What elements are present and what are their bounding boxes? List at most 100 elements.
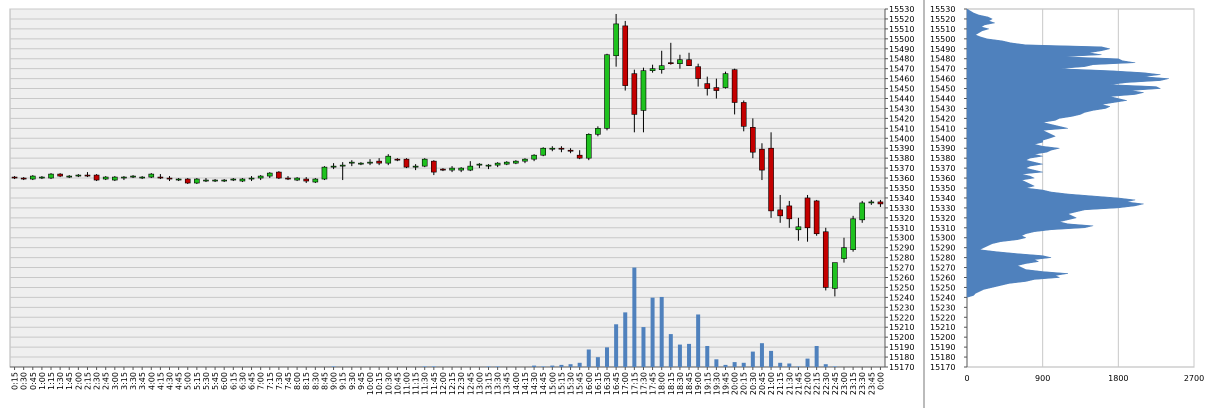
candle-body-up bbox=[458, 167, 464, 171]
candle-body-up bbox=[330, 165, 337, 168]
profile-y-tick-label: 15210 bbox=[930, 323, 955, 332]
main-x-tick-label: 7:00 bbox=[257, 372, 266, 390]
main-x-tick-label: 8:00 bbox=[293, 372, 302, 390]
main-y-tick-label: 15340 bbox=[889, 194, 914, 203]
main-x-tick-label: 16:45 bbox=[612, 372, 621, 395]
candle-body-down bbox=[184, 178, 191, 184]
candle-body-down bbox=[431, 160, 437, 173]
main-x-tick-label: 20:00 bbox=[731, 372, 740, 395]
main-x-tick-label: 23:30 bbox=[858, 372, 867, 395]
candle-body-up bbox=[121, 176, 127, 179]
main-y-tick-label: 15290 bbox=[889, 244, 914, 253]
main-x-tick-label: 1:45 bbox=[65, 372, 74, 390]
main-x-tick-label: 11:15 bbox=[412, 372, 421, 395]
main-x-tick-label: 22:15 bbox=[813, 372, 822, 395]
candle-body-up bbox=[175, 178, 182, 181]
candle-body-up bbox=[540, 147, 547, 156]
candle-body-down bbox=[84, 174, 91, 177]
main-y-tick-label: 15330 bbox=[889, 204, 914, 213]
main-y-tick-label: 15200 bbox=[889, 333, 914, 342]
candle-body-up bbox=[531, 154, 537, 160]
main-x-tick-label: 2:45 bbox=[102, 372, 111, 390]
main-y-tick-label: 15230 bbox=[889, 303, 914, 312]
main-x-tick-label: 2:30 bbox=[93, 372, 102, 390]
candle-body-down bbox=[20, 177, 27, 180]
main-y-tick-label: 15390 bbox=[889, 144, 914, 153]
main-y-tick-label: 15260 bbox=[889, 274, 914, 283]
main-x-tick-label: 18:30 bbox=[676, 372, 685, 395]
candle-body-down bbox=[157, 176, 164, 179]
profile-x-tick-label: 0 bbox=[964, 374, 969, 383]
main-y-tick-label: 15460 bbox=[889, 75, 914, 84]
candle-body-up bbox=[595, 128, 601, 135]
main-x-tick-label: 18:15 bbox=[667, 372, 676, 395]
candle-body-up bbox=[29, 175, 36, 180]
main-x-tick-label: 0:30 bbox=[20, 372, 29, 390]
candle-body-up bbox=[312, 178, 319, 183]
candle-body-up bbox=[358, 162, 364, 165]
profile-y-tick-label: 15300 bbox=[930, 234, 955, 243]
main-x-tick-label: 4:30 bbox=[166, 372, 175, 390]
main-x-tick-label: 14:15 bbox=[521, 372, 530, 395]
main-x-tick-label: 21:45 bbox=[794, 372, 803, 395]
profile-y-tick-label: 15420 bbox=[930, 114, 955, 123]
candle-body-down bbox=[731, 69, 738, 103]
main-x-tick-label: 21:15 bbox=[776, 372, 785, 395]
profile-y-tick-label: 15180 bbox=[930, 353, 955, 362]
candle-body-down bbox=[57, 173, 63, 177]
main-x-tick-label: 22:30 bbox=[822, 372, 831, 395]
volume-bar bbox=[814, 345, 819, 367]
volume-bar bbox=[331, 366, 336, 367]
profile-y-tick-label: 15520 bbox=[930, 15, 955, 24]
main-x-tick-label: 11:30 bbox=[421, 372, 430, 395]
main-x-tick-label: 4:00 bbox=[147, 372, 156, 390]
main-y-tick-label: 15410 bbox=[889, 124, 914, 133]
volume-bar bbox=[559, 364, 564, 367]
volume-bar bbox=[787, 363, 792, 367]
main-x-tick-label: 5:15 bbox=[193, 372, 202, 390]
volume-bar bbox=[422, 366, 427, 367]
candle-body-up bbox=[485, 164, 492, 167]
main-x-tick-label: 15:45 bbox=[576, 372, 585, 395]
candle-body-up bbox=[367, 161, 373, 164]
profile-y-tick-label: 15400 bbox=[930, 134, 955, 143]
volume-bar bbox=[659, 296, 664, 367]
main-x-tick-label: 18:45 bbox=[685, 372, 694, 395]
candle-body-down bbox=[877, 201, 884, 205]
main-x-tick-label: 16:00 bbox=[585, 372, 594, 395]
volume-bar bbox=[796, 366, 801, 367]
main-x-tick-label: 6:30 bbox=[238, 372, 247, 390]
volume-bar bbox=[832, 366, 837, 367]
profile-y-tick-label: 15330 bbox=[930, 204, 955, 213]
main-x-tick-label: 7:45 bbox=[284, 372, 293, 390]
main-x-tick-label: 17:45 bbox=[649, 372, 658, 395]
profile-y-tick-label: 15250 bbox=[930, 283, 955, 292]
candle-body-down bbox=[695, 66, 701, 79]
main-y-tick-label: 15490 bbox=[889, 45, 914, 54]
profile-x-tick-label: 2700 bbox=[1184, 374, 1204, 383]
main-x-tick-label: 19:45 bbox=[721, 372, 730, 395]
profile-y-tick-label: 15430 bbox=[930, 104, 955, 113]
main-y-tick-label: 15190 bbox=[889, 343, 914, 352]
candle-body-down bbox=[440, 168, 446, 171]
main-x-tick-label: 8:45 bbox=[320, 372, 329, 390]
main-y-tick-label: 15440 bbox=[889, 95, 914, 104]
main-x-tick-label: 13:15 bbox=[485, 372, 494, 395]
volume-bar bbox=[741, 362, 746, 367]
profile-y-tick-label: 15370 bbox=[930, 164, 955, 173]
candle-body-up bbox=[230, 178, 237, 181]
main-x-tick-label: 4:15 bbox=[156, 372, 165, 390]
candle-body-down bbox=[786, 205, 793, 220]
main-x-tick-label: 15:30 bbox=[567, 372, 576, 395]
candle-body-up bbox=[203, 179, 209, 182]
main-x-tick-label: 9:00 bbox=[330, 372, 339, 390]
main-y-tick-label: 15250 bbox=[889, 283, 914, 292]
candle-body-up bbox=[221, 179, 227, 182]
candle-body-down bbox=[631, 73, 638, 115]
volume-bar bbox=[532, 365, 537, 367]
candle-body-down bbox=[777, 209, 783, 217]
candle-body-up bbox=[348, 161, 355, 164]
main-x-tick-label: 23:45 bbox=[867, 372, 876, 395]
candle-body-up bbox=[48, 173, 54, 179]
